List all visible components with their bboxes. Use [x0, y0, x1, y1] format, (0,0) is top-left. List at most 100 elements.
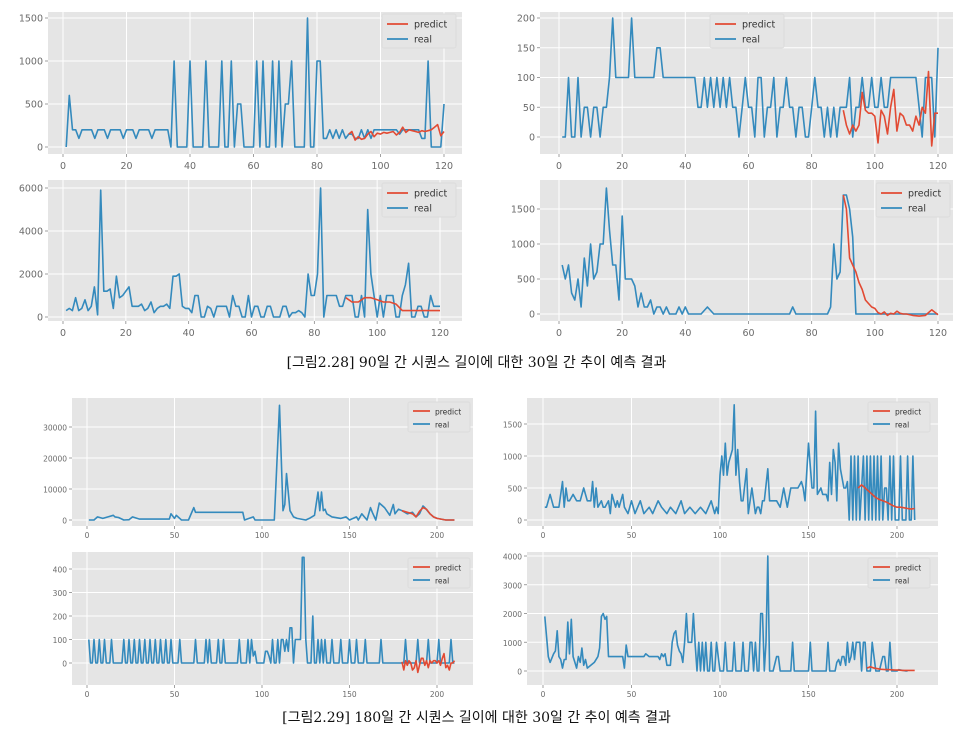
y-tick-label: 50 — [523, 103, 535, 114]
x-tick-label: 40 — [184, 161, 196, 172]
x-tick-label: 20 — [616, 161, 628, 172]
caption-fig228: [그림2.28] 90일 간 시퀀스 길이에 대한 30일 간 추이 예측 결과 — [286, 355, 667, 371]
y-tick-label: 100 — [517, 73, 535, 84]
real-legend-label: real — [414, 35, 432, 46]
plot-svg: 0 20 40 60 80 100 120 0 2000 4000 6000 predict real — [19, 180, 462, 339]
real-line — [65, 17, 445, 148]
predict-legend-label: predict — [414, 189, 447, 200]
plot-svg: 0 20 40 60 80 100 120 0 500 1000 1500 predict real — [19, 12, 462, 172]
predict-legend-label: predict — [895, 564, 921, 573]
predict-legend-label: predict — [742, 20, 775, 31]
y-tick-label: 0 — [37, 313, 43, 324]
chart-fig229-d: 0 50 100 150 200 0 1000 2000 3000 4000 predict real — [480, 545, 953, 699]
legend: predict real — [867, 401, 931, 433]
y-tick-label: 3000 — [503, 581, 522, 590]
plot-svg: 0 50 100 150 200 0 100 200 300 400 predict real — [53, 552, 473, 699]
chart-fig228-b: 0 20 40 60 80 100 120 0 50 100 150 200 predict real — [476, 0, 953, 175]
real-legend-label: real — [414, 204, 432, 215]
y-tick-label: 100 — [53, 636, 68, 645]
y-tick-label: 1500 — [503, 421, 522, 430]
real-line — [544, 404, 916, 521]
real-line — [544, 555, 908, 672]
x-tick-label: 80 — [311, 161, 323, 172]
x-tick-label: 100 — [371, 161, 389, 172]
x-tick-label: 100 — [255, 690, 270, 699]
predict-line — [348, 123, 445, 141]
legend: predict real — [407, 557, 471, 589]
y-tick-label: 300 — [53, 589, 68, 598]
predict-line — [842, 194, 939, 317]
x-tick-label: 0 — [85, 690, 90, 699]
y-tick-label: 1000 — [511, 240, 535, 251]
x-tick-label: 60 — [245, 328, 257, 339]
real-line — [562, 17, 939, 138]
x-tick-label: 20 — [120, 328, 132, 339]
y-tick-label: 400 — [53, 566, 68, 575]
y-tick-label: 200 — [53, 613, 68, 622]
y-tick-label: 6000 — [19, 184, 43, 195]
x-tick-label: 100 — [713, 690, 728, 699]
y-tick-label: 0 — [517, 517, 522, 526]
y-tick-label: 0 — [62, 660, 67, 669]
plot-svg: 0 50 100 150 200 0 500 1000 1500 predict real — [503, 398, 938, 540]
x-tick-label: 150 — [801, 690, 816, 699]
x-tick-label: 120 — [929, 328, 947, 339]
predict-legend-label: predict — [908, 189, 941, 200]
real-legend-label: real — [895, 577, 909, 586]
x-tick-label: 80 — [308, 328, 320, 339]
y-tick-label: 500 — [25, 100, 43, 111]
plot-svg: 0 20 40 60 80 100 120 0 50 100 150 200 predict real — [517, 12, 953, 172]
predict-line — [401, 652, 456, 674]
real-line — [561, 187, 938, 315]
caption-fig229: [그림2.29] 180일 간 시퀀스 길이에 대한 30일 간 추이 예측 결… — [282, 710, 671, 726]
predict-line — [842, 70, 938, 147]
real-line — [88, 556, 455, 664]
y-tick-label: 150 — [517, 43, 535, 54]
legend: predict real — [381, 13, 457, 49]
x-tick-label: 40 — [679, 161, 691, 172]
chart-fig229-c: 0 50 100 150 200 0 100 200 300 400 predict real — [0, 545, 480, 699]
x-tick-label: 40 — [183, 328, 195, 339]
predict-legend-label: predict — [414, 20, 447, 31]
x-tick-label: 100 — [255, 531, 270, 540]
x-tick-label: 150 — [342, 531, 357, 540]
legend: predict real — [709, 13, 785, 49]
x-tick-label: 60 — [247, 161, 259, 172]
x-tick-label: 120 — [435, 161, 453, 172]
x-tick-label: 200 — [430, 531, 445, 540]
predict-line — [345, 296, 440, 312]
chart-fig228-d: 0 20 40 60 80 100 120 0 500 1000 1500 predict real — [476, 175, 953, 340]
real-legend-label: real — [908, 204, 926, 215]
y-tick-label: 30000 — [43, 424, 67, 433]
x-tick-label: 100 — [866, 161, 884, 172]
predict-legend-label: predict — [435, 408, 461, 417]
y-tick-label: 1000 — [503, 453, 522, 462]
x-tick-label: 120 — [929, 161, 947, 172]
y-tick-label: 1000 — [503, 639, 522, 648]
x-tick-label: 150 — [342, 690, 357, 699]
y-tick-label: 2000 — [19, 270, 43, 281]
x-tick-label: 20 — [616, 328, 628, 339]
chart-fig228-c: 0 20 40 60 80 100 120 0 2000 4000 6000 predict real — [0, 175, 476, 340]
real-legend-label: real — [435, 421, 449, 430]
legend: predict real — [381, 182, 457, 218]
y-tick-label: 500 — [517, 275, 535, 286]
x-tick-label: 60 — [742, 328, 754, 339]
x-tick-label: 40 — [679, 328, 691, 339]
x-tick-label: 80 — [806, 328, 818, 339]
x-tick-label: 0 — [541, 531, 546, 540]
y-tick-label: 200 — [517, 14, 535, 25]
plot-area — [72, 398, 473, 526]
chart-fig229-b: 0 50 100 150 200 0 500 1000 1500 predict real — [480, 390, 953, 540]
chart-fig228-a: 0 20 40 60 80 100 120 0 500 1000 1500 predict real — [0, 0, 476, 175]
x-tick-label: 200 — [890, 531, 905, 540]
x-tick-label: 0 — [60, 161, 66, 172]
y-tick-label: 0 — [517, 668, 522, 677]
y-tick-label: 1000 — [19, 57, 43, 68]
x-tick-label: 100 — [368, 328, 386, 339]
real-legend-label: real — [435, 577, 449, 586]
chart-fig229-a: 0 50 100 150 200 0 10000 20000 30000 predict real — [0, 390, 480, 540]
predict-line — [857, 484, 915, 510]
predict-line — [866, 665, 915, 672]
